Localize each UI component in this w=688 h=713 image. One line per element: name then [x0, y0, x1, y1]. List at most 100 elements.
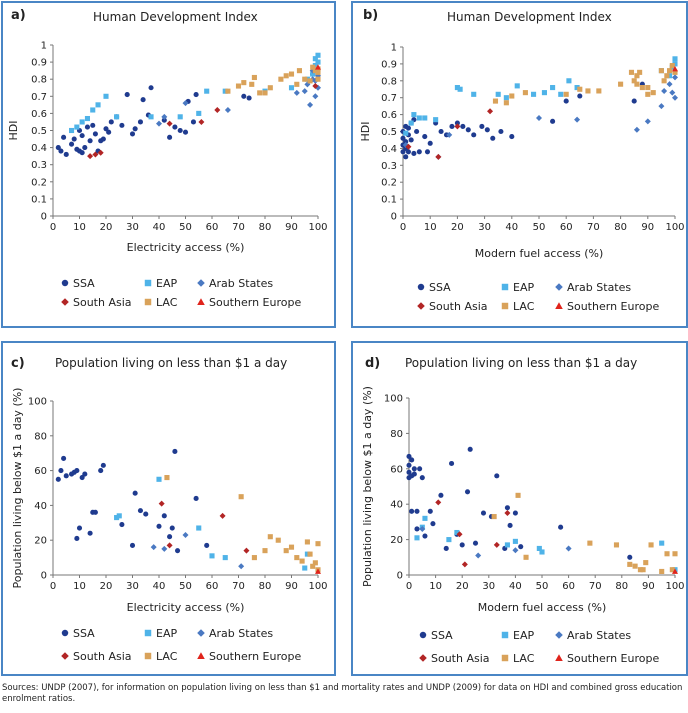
data-point-lac	[283, 548, 289, 554]
data-point-arab	[156, 120, 162, 127]
chart-title: Population living on less than $1 a day	[405, 356, 637, 370]
data-point-ssa	[430, 521, 436, 527]
data-point-ssa	[161, 117, 167, 123]
legend-marker-eap	[144, 279, 152, 287]
data-point-arab	[669, 89, 676, 96]
legend-marker-arab	[555, 631, 563, 639]
data-point-eap	[471, 91, 477, 97]
y-axis-label: Population living below $1 a day (%)	[361, 386, 374, 587]
data-point-ssa	[63, 151, 69, 157]
data-point-lac	[627, 561, 633, 567]
data-point-ssa	[63, 473, 69, 479]
data-point-ssa	[465, 127, 471, 133]
data-point-lac	[315, 76, 321, 82]
legend-label-ssa: SSA	[429, 281, 451, 294]
chart-svg-c: c) Population living on less than $1 a da…	[11, 356, 328, 663]
data-point-ssa	[167, 134, 173, 140]
data-point-eap	[504, 542, 510, 548]
x-tick-label: 30	[478, 222, 491, 233]
data-point-ssa	[403, 139, 409, 145]
data-point-arab	[161, 545, 168, 552]
y-tick-label: 0	[41, 571, 47, 582]
legend-label-se: Southern Europe	[567, 300, 659, 313]
data-point-ssa	[175, 548, 181, 554]
data-point-sa	[158, 500, 165, 507]
data-point-ssa	[414, 526, 420, 532]
data-point-lac	[587, 540, 593, 546]
source-footer: Sources: UNDP (2007), for information on…	[2, 683, 683, 704]
data-point-ssa	[87, 530, 93, 536]
data-point-lac	[294, 81, 300, 87]
data-point-eap	[312, 62, 318, 69]
data-point-sa	[461, 561, 468, 568]
data-point-ssa	[427, 508, 433, 514]
legend-label-eap: EAP	[513, 629, 534, 642]
x-tick-label: 30	[126, 581, 139, 592]
y-axis-label: HDI	[7, 121, 20, 141]
data-point-ssa	[172, 124, 178, 130]
data-point-ssa	[449, 123, 455, 129]
data-point-lac	[238, 494, 244, 500]
data-point-arab	[182, 531, 189, 538]
data-point-eap	[90, 107, 96, 113]
y-tick-label: 80	[390, 429, 403, 440]
data-point-lac	[278, 76, 284, 82]
data-point-lac	[577, 86, 583, 92]
data-point-eap	[304, 76, 310, 82]
data-point-eap	[574, 85, 580, 91]
data-point-ssa	[449, 460, 455, 467]
data-point-lac	[262, 90, 268, 96]
data-point-lac	[618, 81, 624, 87]
data-point-eap	[288, 85, 295, 91]
data-point-ssa	[119, 122, 125, 128]
data-point-ssa	[406, 469, 412, 475]
data-point-eap	[512, 538, 518, 544]
data-point-ssa	[132, 490, 138, 496]
y-tick-label: 0.4	[381, 144, 397, 155]
data-point-eap	[177, 114, 183, 120]
x-tick-label: 40	[153, 222, 166, 233]
data-point-lac	[650, 90, 656, 96]
y-tick-label: 0.1	[31, 194, 47, 205]
data-point-lac	[315, 541, 321, 547]
data-point-eap	[116, 513, 122, 519]
x-tick-label: 0	[406, 581, 412, 592]
data-point-eap	[541, 90, 547, 96]
x-tick-label: 70	[232, 581, 245, 592]
legend-label-lac: LAC	[156, 296, 178, 309]
data-point-lac	[288, 71, 295, 77]
data-point-arab	[666, 81, 673, 88]
data-point-ssa	[190, 119, 196, 125]
data-point-lac	[634, 73, 640, 79]
y-tick-label: 0	[397, 571, 403, 582]
x-tick-label: 50	[179, 581, 192, 592]
panel-label: b)	[363, 8, 378, 23]
data-point-eap	[204, 88, 210, 94]
x-tick-label: 80	[259, 222, 272, 233]
legend-marker-se	[555, 654, 563, 662]
legend-marker-ssa	[61, 629, 69, 637]
data-point-sa	[87, 153, 94, 160]
y-tick-label: 1	[41, 41, 47, 52]
x-tick-label: 100	[665, 222, 684, 233]
y-tick-label: 0.4	[31, 143, 47, 154]
data-point-eap	[222, 88, 228, 94]
data-point-lac	[645, 85, 651, 91]
chart-panel-c: c) Population living on less than $1 a da…	[1, 341, 336, 676]
x-tick-label: 90	[285, 222, 298, 233]
legend-marker-lac	[144, 652, 152, 660]
data-point-eap	[148, 114, 154, 120]
data-point-arab	[224, 106, 231, 113]
x-tick-label: 0	[400, 222, 406, 233]
data-point-ssa	[406, 462, 412, 468]
y-axis-label: HDI	[359, 122, 372, 142]
data-point-lac	[296, 68, 302, 74]
data-point-arab	[512, 547, 519, 554]
data-point-ssa	[403, 154, 409, 160]
data-point-eap	[667, 73, 673, 79]
data-point-lac	[637, 567, 643, 573]
chart-title: Human Development Index	[93, 10, 258, 24]
data-point-lac	[645, 91, 651, 97]
data-point-lac	[643, 560, 649, 566]
data-point-eap	[74, 124, 80, 130]
